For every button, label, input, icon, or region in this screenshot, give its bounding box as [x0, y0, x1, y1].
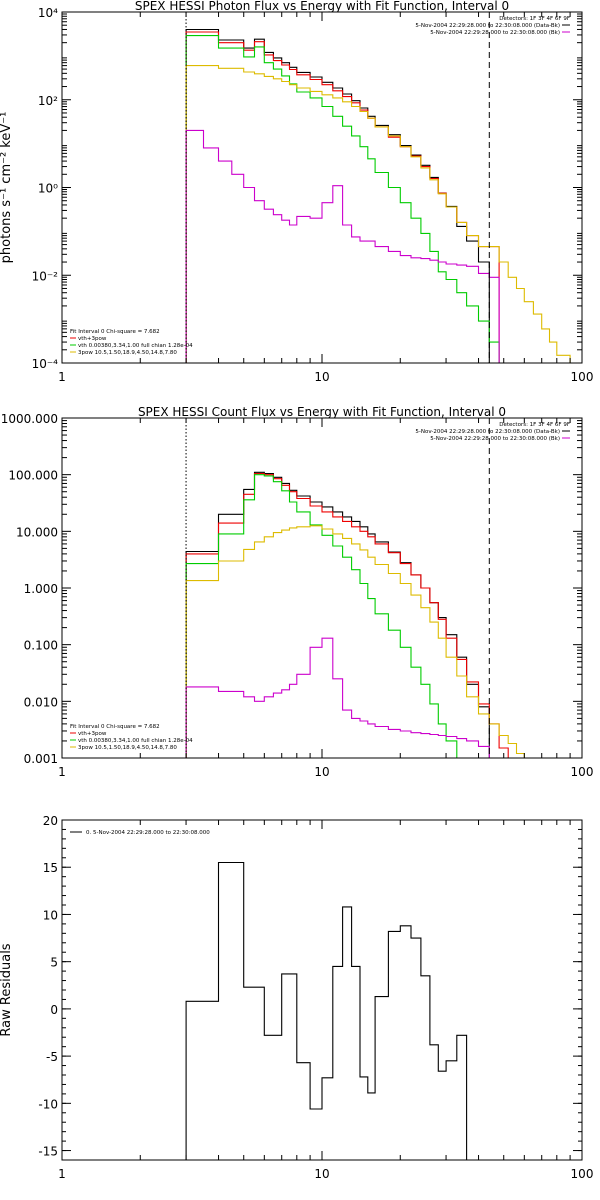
chart-title: SPEX HESSI Photon Flux vs Energy with Fi… [135, 0, 509, 13]
y-tick-label: 10⁻⁴ [32, 357, 59, 371]
series-line-3pow [185, 65, 582, 364]
legend-entry: 5-Nov-2004 22:29:28.000 to 22:30:08.000 … [415, 429, 560, 435]
legend-entry: 5-Nov-2004 22:29:28.000 to 22:30:08.000 … [415, 23, 560, 29]
series-group [185, 28, 582, 364]
y-tick-label: 10⁴ [38, 6, 58, 20]
photon-flux-panel: SPEX HESSI Photon Flux vs Energy with Fi… [0, 0, 593, 384]
y-tick-label: -10 [38, 1097, 58, 1111]
x-tick-label: 100 [571, 370, 594, 384]
y-tick-label: 10² [38, 94, 58, 108]
series-line-0-5-nov-2004-22-29-28-000-to-22-30-08-000 [185, 861, 468, 1160]
plot-frame [61, 417, 583, 759]
fit-info-line: 3pow 10.5,1.50,18.9,4.50,14.8,7.80 [78, 350, 177, 356]
y-tick-label: 0 [50, 1003, 58, 1017]
legend-header: Detectors: 1F 3F 4F 6F 9F [499, 16, 570, 22]
chart-title: SPEX HESSI Count Flux vs Energy with Fit… [138, 405, 506, 419]
y-tick-label: 1000.000 [1, 412, 58, 426]
series-line-data-bk [185, 471, 490, 758]
y-tick-label: 10 [43, 908, 58, 922]
series-line-vth [185, 35, 500, 363]
series-line-bk [185, 637, 490, 758]
y-tick-label: 100.000 [8, 469, 58, 483]
plot-frame [61, 11, 583, 364]
y-tick-label: 20 [43, 814, 58, 828]
legend-entry: 5-Nov-2004 22:29:28.000 to 22:30:08.000 … [430, 436, 560, 442]
raw-residuals-panel: 1 10 100 -15 -10 -5 0 5 10 15 20 Raw Residuals 0. 5-… [0, 814, 593, 1181]
y-tick-label: -5 [46, 1050, 58, 1064]
count-flux-panel: SPEX HESSI Count Flux vs Energy with Fit… [1, 405, 594, 779]
fit-info-title: Fit Interval 0 Chi-square = 7.682 [70, 724, 160, 730]
x-tick-label: 100 [571, 765, 594, 779]
y-tick-label: 15 [43, 861, 58, 875]
fit-info-line: vth+3pow [78, 336, 107, 342]
x-tick-label: 100 [571, 1167, 594, 1181]
y-tick-label: 5 [50, 956, 58, 970]
series-line-3pow [185, 525, 525, 758]
y-tick-label: 1.000 [24, 582, 58, 596]
y-tick-label: 10⁰ [38, 182, 58, 196]
x-tick-label: 10 [314, 1167, 329, 1181]
series-line-vth-3pow [185, 472, 509, 758]
legend-header: Detectors: 1F 3F 4F 6F 9F [499, 422, 570, 428]
x-tick-label: 1 [58, 1167, 66, 1181]
fit-info-title: Fit Interval 0 Chi-square = 7.682 [70, 329, 160, 335]
y-tick-label: 10⁻² [32, 269, 59, 283]
y-axis-label: Raw Residuals [0, 943, 14, 1036]
fit-info-line: vth+3pow [78, 731, 107, 737]
series-group [185, 471, 525, 758]
legend-entry: 0. 5-Nov-2004 22:29:28.000 to 22:30:08.0… [86, 830, 210, 836]
x-tick-label: 1 [58, 370, 66, 384]
y-tick-label: 10.000 [16, 525, 58, 539]
y-tick-label: 0.010 [24, 695, 58, 709]
x-tick-label: 10 [314, 765, 329, 779]
legend-entry: 5-Nov-2004 22:29:28.000 to 22:30:08.000 … [430, 30, 560, 36]
series-line-vth [185, 474, 458, 758]
y-tick-label: 0.100 [24, 639, 58, 653]
y-tick-label: 0.001 [24, 752, 58, 766]
x-tick-label: 10 [314, 370, 329, 384]
series-line-data-bk [185, 28, 490, 363]
y-tick-label: -15 [38, 1145, 58, 1159]
x-tick-label: 1 [58, 765, 66, 779]
series-group [185, 861, 468, 1160]
y-axis-label: photons s⁻¹ cm⁻² keV⁻¹ [0, 112, 14, 264]
fit-info-line: vth 0.00380,3.34,1.00 full chian 1.28e-0… [78, 738, 193, 744]
series-line-bk [185, 129, 500, 363]
fit-info-line: vth 0.00380,3.34,1.00 full chian 1.28e-0… [78, 343, 193, 349]
fit-info-line: 3pow 10.5,1.50,18.9,4.50,14.8,7.80 [78, 745, 177, 751]
